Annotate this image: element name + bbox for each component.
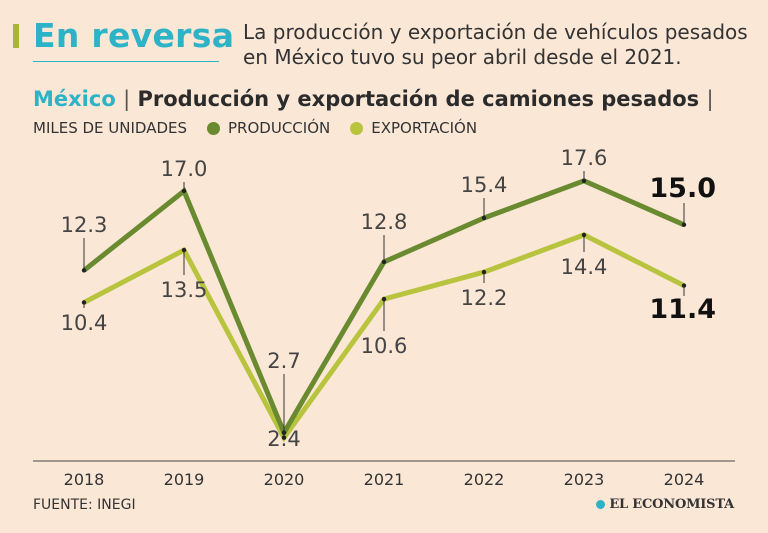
subheadline: La producción y exportación de vehículos… [243, 20, 748, 69]
x-tick-label-2023: 2023 [564, 470, 605, 489]
data-label-exportacion-2021: 10.6 [361, 334, 408, 358]
legend-production-dot [207, 121, 221, 135]
chart-title-separator: | [123, 87, 131, 111]
data-label-produccion-2023: 17.6 [561, 146, 608, 170]
data-label-produccion-2020: 2.7 [267, 349, 300, 373]
data-point-produccion-2020 [281, 430, 287, 435]
data-label-exportacion-2024: 11.4 [649, 294, 716, 325]
globe-icon [596, 500, 606, 509]
headline-underline [33, 61, 219, 62]
data-point-exportacion-2020 [281, 435, 287, 440]
legend: MILES DE UNIDADES PRODUCCIÓN EXPORTACIÓN [33, 119, 477, 137]
headline-accent-bar [13, 24, 19, 48]
x-tick-label-2022: 2022 [464, 470, 505, 489]
legend-units-label: MILES DE UNIDADES [33, 119, 188, 137]
data-point-exportacion-2022 [481, 269, 487, 275]
data-label-produccion-2018: 12.3 [61, 213, 108, 237]
data-point-produccion-2018 [81, 268, 87, 273]
source-note: FUENTE: INEGI [33, 497, 136, 513]
headline: En reversa [33, 16, 235, 55]
x-tick-label-2020: 2020 [264, 470, 305, 489]
brand-name: EL ECONOMISTA [609, 497, 734, 512]
data-point-produccion-2024 [681, 222, 687, 227]
x-tick-label-2021: 2021 [364, 470, 405, 489]
data-point-produccion-2023 [581, 178, 587, 184]
brand-logo: EL ECONOMISTA [596, 497, 734, 512]
chart-title-text: Producción y exportación de camiones pes… [137, 87, 700, 111]
data-point-produccion-2021 [381, 259, 387, 265]
data-label-produccion-2024: 15.0 [649, 173, 716, 204]
data-label-exportacion-2022: 12.2 [461, 286, 508, 310]
x-tick-label-2019: 2019 [164, 470, 205, 489]
data-point-produccion-2019 [181, 188, 187, 194]
data-label-produccion-2022: 15.4 [461, 173, 508, 197]
data-point-exportacion-2018 [81, 300, 87, 305]
data-point-exportacion-2021 [381, 296, 387, 302]
data-point-exportacion-2024 [681, 283, 687, 288]
data-point-exportacion-2019 [181, 247, 187, 253]
legend-production-label: PRODUCCIÓN [228, 119, 331, 137]
x-tick-label-2018: 2018 [64, 470, 105, 489]
data-label-produccion-2019: 17.0 [161, 157, 208, 181]
data-label-produccion-2021: 12.8 [361, 210, 408, 234]
legend-export-dot [350, 121, 364, 135]
legend-export-label: EXPORTACIÓN [371, 119, 478, 137]
data-label-exportacion-2019: 13.5 [161, 278, 208, 302]
chart-title-trailing-separator: | [706, 87, 714, 111]
data-point-exportacion-2023 [581, 232, 587, 238]
data-label-exportacion-2018: 10.4 [61, 311, 108, 335]
x-tick-label-2024: 2024 [664, 470, 705, 489]
chart-title-country: México [33, 87, 116, 111]
data-label-exportacion-2023: 14.4 [561, 255, 608, 279]
data-point-produccion-2022 [481, 215, 487, 221]
chart-title: México | Producción y exportación de cam… [33, 87, 714, 111]
